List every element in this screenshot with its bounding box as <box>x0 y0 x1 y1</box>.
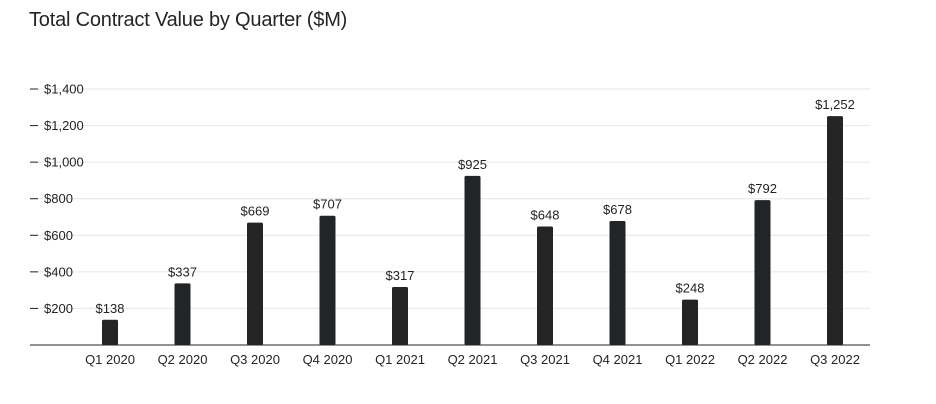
data-labels: $138 $337 $669 $707 $317 $925 $648 $678 $248 $792… <box>96 97 855 316</box>
bar-value-label: $925 <box>458 157 487 172</box>
bars <box>102 116 843 345</box>
bar <box>247 222 263 345</box>
x-tick-label: Q1 2021 <box>375 352 425 367</box>
bar-value-label: $138 <box>96 301 125 316</box>
bar-value-label: $648 <box>531 208 560 223</box>
bar-value-label: $707 <box>313 197 342 212</box>
bar <box>464 175 481 345</box>
y-tick-label: $800 <box>44 191 73 206</box>
y-tick-label: $400 <box>44 264 73 279</box>
x-tick-label: Q3 2021 <box>520 352 570 367</box>
y-tick-label: $600 <box>44 228 73 243</box>
x-tick-label: Q4 2021 <box>593 352 643 367</box>
bar-value-label: $792 <box>748 181 777 196</box>
bar-value-label: $248 <box>676 281 705 296</box>
y-tick-label: $1,200 <box>44 118 84 133</box>
bar <box>392 287 408 345</box>
x-tick-label: Q2 2021 <box>448 352 498 367</box>
bar-value-label: $1,252 <box>815 97 855 112</box>
bar <box>319 215 336 345</box>
bar <box>827 116 843 345</box>
bar <box>682 299 698 345</box>
bar <box>174 283 191 345</box>
bar <box>537 226 553 345</box>
x-tick-label: Q3 2020 <box>230 352 280 367</box>
x-tick-label: Q3 2022 <box>810 352 860 367</box>
bar <box>754 200 771 345</box>
bar-value-label: $337 <box>168 264 197 279</box>
y-tick-label: $1,400 <box>44 82 84 97</box>
x-tick-label: Q2 2020 <box>158 352 208 367</box>
x-tick-label: Q2 2022 <box>738 352 788 367</box>
chart-title: Total Contract Value by Quarter ($M) <box>29 9 348 31</box>
gridlines <box>30 88 870 309</box>
y-tick-label: $1,000 <box>44 155 84 170</box>
x-tick-label: Q1 2020 <box>85 352 135 367</box>
bar-value-label: $669 <box>241 204 270 219</box>
x-tick-label: Q4 2020 <box>303 352 353 367</box>
y-tick-label: $200 <box>44 301 73 316</box>
bar-value-label: $317 <box>386 268 415 283</box>
x-tick-label: Q1 2022 <box>665 352 715 367</box>
bar <box>102 319 118 345</box>
bar <box>609 221 626 345</box>
y-axis: $200 $400 $600 $800 $1,000 $1,200 $1,400 <box>30 82 84 316</box>
bar-value-label: $678 <box>603 202 632 217</box>
x-axis: Q1 2020 Q2 2020 Q3 2020 Q4 2020 Q1 2021 Q2 20… <box>30 344 870 367</box>
